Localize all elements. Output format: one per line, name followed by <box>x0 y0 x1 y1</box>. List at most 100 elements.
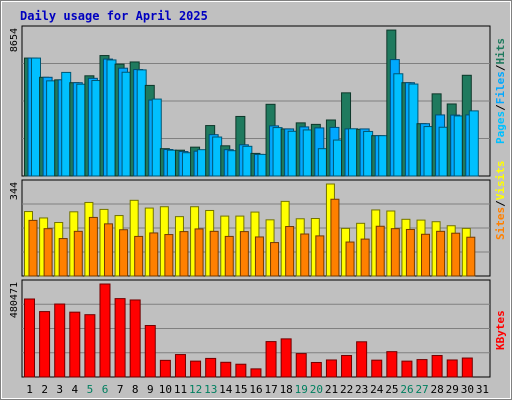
bar-sites-day-16 <box>254 236 264 277</box>
bar-kbytes-day-19 <box>295 353 307 378</box>
legend-hits-files-pages: Pages/Files/Hits <box>494 38 507 144</box>
bar-kbytes-day-22 <box>341 355 353 378</box>
bar-sites-day-5 <box>88 216 98 277</box>
bar-sites-day-19 <box>300 233 310 277</box>
x-tick-label-day-15: 15 <box>234 383 247 396</box>
x-tick-label-day-18: 18 <box>280 383 293 396</box>
bar-sites-day-12 <box>194 228 204 277</box>
bar-sites-day-6 <box>103 223 113 277</box>
bar-sites-day-25 <box>390 228 400 277</box>
bar-sites-day-2 <box>43 228 53 277</box>
bar-pages-day-9 <box>151 98 162 177</box>
bar-sites-day-7 <box>119 229 129 277</box>
bar-kbytes-day-3 <box>54 303 66 378</box>
x-tick-label-day-24: 24 <box>370 383 384 396</box>
x-tick-label-day-30: 30 <box>461 383 474 396</box>
x-tick-label-day-2: 2 <box>41 383 48 396</box>
bar-sites-day-22 <box>345 241 355 277</box>
bar-sites-day-18 <box>285 226 295 277</box>
chart-title: Daily usage for April 2025 <box>20 9 208 23</box>
legend-entry-0: Sites <box>494 207 507 240</box>
bar-sites-day-27 <box>421 233 431 277</box>
y-max-label: 344 <box>9 182 20 200</box>
legend-entry-2: Files <box>494 71 507 104</box>
bar-sites-day-9 <box>149 232 159 277</box>
x-tick-label-day-5: 5 <box>87 383 94 396</box>
bar-pages-day-30 <box>468 110 479 177</box>
x-tick-label-day-26: 26 <box>400 383 413 396</box>
legend-entry-4: Hits <box>494 38 507 65</box>
bar-sites-day-1 <box>28 219 38 277</box>
x-tick-label-day-3: 3 <box>56 383 63 396</box>
x-tick-label-day-7: 7 <box>117 383 124 396</box>
chart-outer-bevel-light <box>1 1 511 399</box>
x-tick-label-day-11: 11 <box>174 383 187 396</box>
x-tick-label-day-31: 31 <box>476 383 489 396</box>
bar-sites-day-24 <box>375 225 385 277</box>
legend-entry-0: Pages <box>494 111 507 144</box>
bar-sites-day-28 <box>436 230 446 277</box>
bar-kbytes-day-20 <box>310 361 322 378</box>
bar-kbytes-day-2 <box>39 311 51 378</box>
legend-kbytes: KBytes <box>494 310 507 350</box>
bar-kbytes-day-16 <box>250 368 262 378</box>
x-tick-label-day-25: 25 <box>385 383 398 396</box>
bar-sites-day-30 <box>466 236 476 277</box>
panel-kbytes: 480471 KBytes <box>9 279 507 378</box>
bar-kbytes-day-8 <box>129 299 141 378</box>
x-tick-label-day-6: 6 <box>102 383 109 396</box>
x-tick-label-day-1: 1 <box>26 383 33 396</box>
bar-kbytes-day-13 <box>205 357 217 378</box>
bar-kbytes-day-6 <box>99 283 111 378</box>
legend-entry-1: / <box>494 200 507 207</box>
bar-sites-day-4 <box>73 230 83 277</box>
bar-kbytes-day-30 <box>461 357 473 378</box>
panel-visits-sites: 344 Sites/Visits <box>9 161 507 277</box>
x-tick-label-day-21: 21 <box>325 383 338 396</box>
bar-sites-day-21 <box>330 198 340 277</box>
bar-sites-day-14 <box>224 235 234 277</box>
bar-sites-day-11 <box>179 231 189 277</box>
bar-sites-day-15 <box>239 231 249 277</box>
x-tick-label-day-12: 12 <box>189 383 202 396</box>
bar-kbytes-day-14 <box>220 361 232 378</box>
x-tick-label-day-23: 23 <box>355 383 368 396</box>
bar-kbytes-day-24 <box>371 359 383 378</box>
bar-sites-day-26 <box>405 228 415 277</box>
x-tick-label-day-8: 8 <box>132 383 139 396</box>
bar-kbytes-day-27 <box>416 359 428 378</box>
y-max-label: 8654 <box>9 28 20 52</box>
bar-kbytes-day-5 <box>84 314 96 378</box>
bar-kbytes-day-15 <box>235 363 247 378</box>
bar-sites-day-13 <box>209 230 219 277</box>
x-tick-label-day-28: 28 <box>431 383 444 396</box>
bar-sites-day-23 <box>360 238 370 277</box>
panels-group: 8654Pages/Files/Hits344Sites/Visits48047… <box>9 25 507 378</box>
x-tick-label-day-17: 17 <box>264 383 277 396</box>
x-tick-label-day-27: 27 <box>415 383 428 396</box>
bar-kbytes-day-7 <box>114 298 126 378</box>
bar-sites-day-3 <box>58 238 68 277</box>
x-tick-label-day-4: 4 <box>72 383 79 396</box>
legend-entry-3: / <box>494 64 507 71</box>
y-max-label: 480471 <box>9 282 20 318</box>
legend-entry-1: / <box>494 104 507 111</box>
bar-sites-day-20 <box>315 235 325 277</box>
bar-kbytes-day-12 <box>190 360 202 378</box>
bar-kbytes-day-4 <box>69 311 81 378</box>
bar-kbytes-day-25 <box>386 351 398 378</box>
x-tick-label-day-20: 20 <box>310 383 323 396</box>
legend-visits-sites: Sites/Visits <box>494 161 507 241</box>
bar-kbytes-day-29 <box>446 359 458 378</box>
bar-sites-day-29 <box>451 232 461 277</box>
bar-kbytes-day-10 <box>159 359 171 378</box>
bar-kbytes-day-11 <box>174 354 186 378</box>
bar-kbytes-day-28 <box>431 355 443 378</box>
x-tick-label-day-29: 29 <box>446 383 459 396</box>
bar-kbytes-day-17 <box>265 341 277 378</box>
x-tick-label-day-9: 9 <box>147 383 154 396</box>
x-tick-label-day-13: 13 <box>204 383 217 396</box>
x-tick-label-day-22: 22 <box>340 383 353 396</box>
